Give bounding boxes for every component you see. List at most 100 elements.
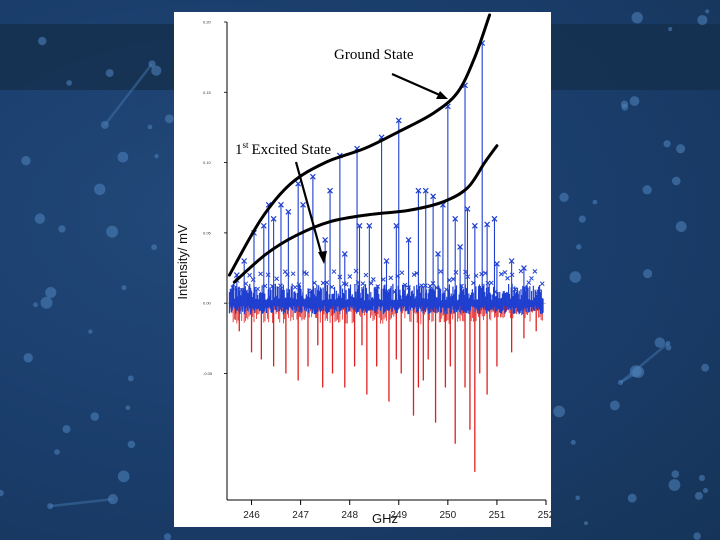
peak-marker bbox=[322, 236, 329, 243]
peak-marker bbox=[366, 222, 373, 229]
molecule-atom bbox=[705, 9, 710, 14]
x-tick-label: 252 bbox=[538, 510, 551, 521]
ground-state-label: Ground State bbox=[334, 47, 414, 63]
molecule-atom bbox=[569, 271, 582, 283]
noise-marker bbox=[370, 277, 376, 282]
molecule-atom bbox=[37, 36, 47, 46]
peak-marker bbox=[356, 222, 363, 229]
molecule-atom bbox=[675, 221, 687, 233]
noise-marker bbox=[536, 289, 542, 294]
noise-marker bbox=[312, 280, 317, 286]
peak-marker bbox=[327, 187, 333, 194]
peak-marker bbox=[309, 173, 316, 180]
peak-marker bbox=[484, 221, 491, 228]
molecule-atom bbox=[127, 375, 134, 382]
noise-marker bbox=[278, 283, 283, 289]
molecule-atom bbox=[697, 14, 708, 26]
noise-marker bbox=[381, 277, 386, 282]
peak-marker bbox=[493, 260, 500, 267]
noise-marker bbox=[304, 271, 309, 277]
molecule-atom bbox=[34, 213, 46, 224]
y-tick-label: 0.15 bbox=[203, 90, 212, 95]
noise-marker bbox=[411, 272, 417, 278]
noise-marker bbox=[375, 284, 381, 289]
noise-marker bbox=[292, 284, 298, 290]
excited-state-arrowhead bbox=[318, 251, 327, 264]
molecule-atom bbox=[668, 479, 681, 491]
noise-marker bbox=[505, 275, 510, 281]
molecule-atom bbox=[654, 337, 666, 348]
molecule-bond bbox=[619, 342, 669, 384]
molecule-atom bbox=[629, 365, 642, 378]
molecule-atom bbox=[663, 140, 671, 148]
y-tick-label: 0.10 bbox=[203, 160, 212, 165]
noise-marker bbox=[395, 273, 400, 279]
peak-marker bbox=[341, 251, 348, 257]
noise-marker bbox=[355, 280, 361, 285]
peak-marker bbox=[508, 258, 515, 264]
molecule-atom bbox=[575, 495, 581, 501]
excited-state-envelope bbox=[232, 144, 499, 284]
ground-state-envelope bbox=[227, 13, 492, 277]
noise-marker bbox=[309, 288, 315, 294]
noise-marker bbox=[473, 273, 479, 279]
molecule-atom bbox=[671, 176, 681, 186]
molecule-atom bbox=[66, 80, 72, 86]
noise-marker bbox=[290, 271, 296, 277]
peak-marker bbox=[295, 180, 302, 187]
noise-marker bbox=[247, 272, 252, 278]
excited-state-ordinal: 1 bbox=[235, 142, 243, 158]
noise-marker bbox=[483, 270, 488, 276]
molecule-atom bbox=[54, 449, 60, 455]
figure-panel: 246 247 248 249 250 251 252 0.20 0.15 0.10 0.05 0.0… bbox=[174, 12, 551, 527]
molecule-atom bbox=[570, 439, 576, 445]
molecule-atom bbox=[151, 65, 162, 76]
molecule-atom bbox=[151, 244, 158, 251]
y-tick-label: 0.05 bbox=[203, 230, 212, 235]
molecule-atom bbox=[576, 244, 582, 250]
noise-marker bbox=[502, 270, 508, 275]
molecule-atom bbox=[668, 27, 673, 32]
y-axis-label: Intensity/ mV bbox=[175, 224, 190, 299]
molecule-atom bbox=[617, 379, 624, 386]
noise-marker bbox=[430, 281, 436, 286]
noise-marker bbox=[265, 272, 271, 278]
peak-marker bbox=[430, 193, 437, 200]
y-tick-label: -0.05 bbox=[203, 371, 213, 376]
molecule-atom bbox=[45, 286, 57, 299]
peak-marker bbox=[285, 208, 292, 215]
noise-marker bbox=[492, 289, 498, 295]
noise-marker bbox=[343, 282, 349, 287]
molecule-atom bbox=[584, 521, 589, 526]
molecule-atom bbox=[23, 353, 33, 363]
x-tick-label: 251 bbox=[489, 510, 506, 521]
noise-marker bbox=[329, 284, 335, 290]
noise-marker bbox=[320, 280, 326, 286]
molecule-atom bbox=[62, 425, 71, 434]
peak-marker bbox=[464, 206, 471, 212]
noise-marker bbox=[512, 287, 518, 292]
x-tick-label: 250 bbox=[440, 510, 457, 521]
molecule-atom bbox=[553, 405, 565, 418]
molecule-atom bbox=[107, 494, 119, 505]
noise-marker bbox=[406, 285, 411, 290]
noise-marker bbox=[423, 283, 428, 289]
noise-marker bbox=[353, 268, 359, 274]
noise-marker bbox=[526, 280, 532, 285]
peak-marker bbox=[278, 201, 284, 208]
molecule-atom bbox=[90, 412, 100, 421]
molecule-atom bbox=[559, 192, 569, 203]
molecule-atom bbox=[629, 96, 640, 106]
molecule-atom bbox=[631, 11, 643, 24]
peak-marker bbox=[393, 222, 400, 229]
molecule-bond bbox=[49, 497, 114, 508]
ground-state-arrowhead bbox=[436, 91, 448, 99]
molecule-atom bbox=[578, 215, 586, 223]
molecule-atom bbox=[665, 340, 671, 346]
noise-marker bbox=[539, 281, 545, 287]
molecule-atom bbox=[643, 269, 653, 279]
molecule-atom bbox=[698, 474, 706, 482]
molecule-atom bbox=[58, 225, 66, 233]
molecule-atom bbox=[47, 503, 54, 510]
noise-marker bbox=[434, 285, 439, 291]
